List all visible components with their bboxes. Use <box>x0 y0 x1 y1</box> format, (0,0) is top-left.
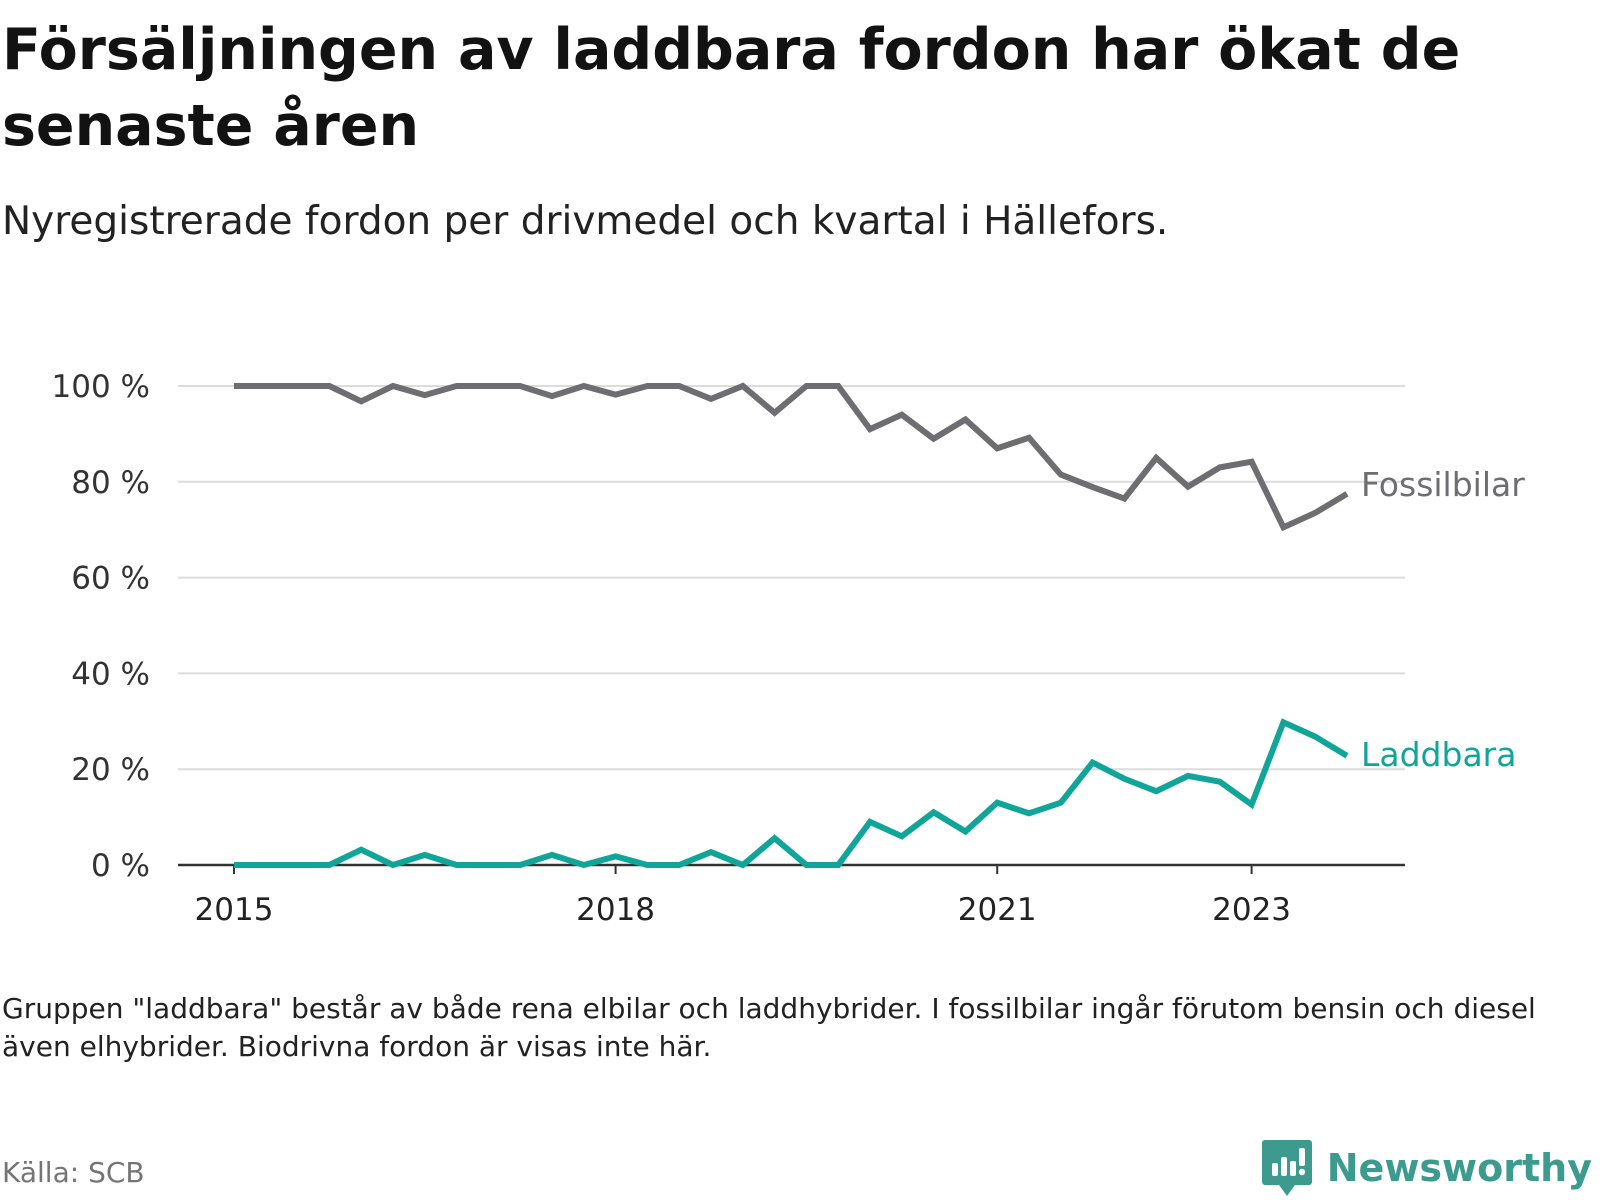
series-line-laddbara <box>234 718 1349 869</box>
x-tick-label: 2018 <box>576 892 655 928</box>
newsworthy-logo-icon <box>1261 1140 1312 1196</box>
y-tick-label: 20 % <box>71 752 150 788</box>
brand-name: Newsworthy <box>1326 1146 1592 1190</box>
x-tick-label: 2015 <box>195 892 274 928</box>
chart-footnote: Gruppen "laddbara" består av både rena e… <box>2 992 1536 1063</box>
y-tick-label: 60 % <box>71 561 150 597</box>
y-tick-label: 0 % <box>91 848 150 884</box>
chart-title: Försäljningen av laddbara fordon har öka… <box>2 17 1461 159</box>
gridlines <box>178 385 1405 771</box>
series-line-fossilbilar <box>234 382 1349 532</box>
series-label-laddbara: Laddbara <box>1361 735 1516 774</box>
series-lines <box>234 382 1349 869</box>
y-tick-label: 80 % <box>71 465 150 501</box>
x-axis: 2015 2018 2021 2023 <box>178 863 1405 928</box>
chart-subtitle: Nyregistrerade fordon per drivmedel och … <box>2 199 1169 244</box>
y-axis-ticks: 0 % 20 % 40 % 60 % 80 % 100 % <box>52 369 150 884</box>
brand-logo: Newsworthy <box>1261 1138 1592 1198</box>
series-label-fossilbilar: Fossilbilar <box>1361 465 1525 504</box>
y-tick-label: 40 % <box>71 656 150 692</box>
y-tick-label: 100 % <box>52 369 150 405</box>
source-credit: Källa: SCB <box>2 1156 145 1189</box>
series-labels: Fossilbilar Laddbara <box>1361 465 1525 774</box>
line-chart: 0 % 20 % 40 % 60 % 80 % 100 % 2015 2018 2021 202… <box>52 369 1526 928</box>
x-tick-label: 2021 <box>958 892 1037 928</box>
x-tick-label: 2023 <box>1212 892 1291 928</box>
